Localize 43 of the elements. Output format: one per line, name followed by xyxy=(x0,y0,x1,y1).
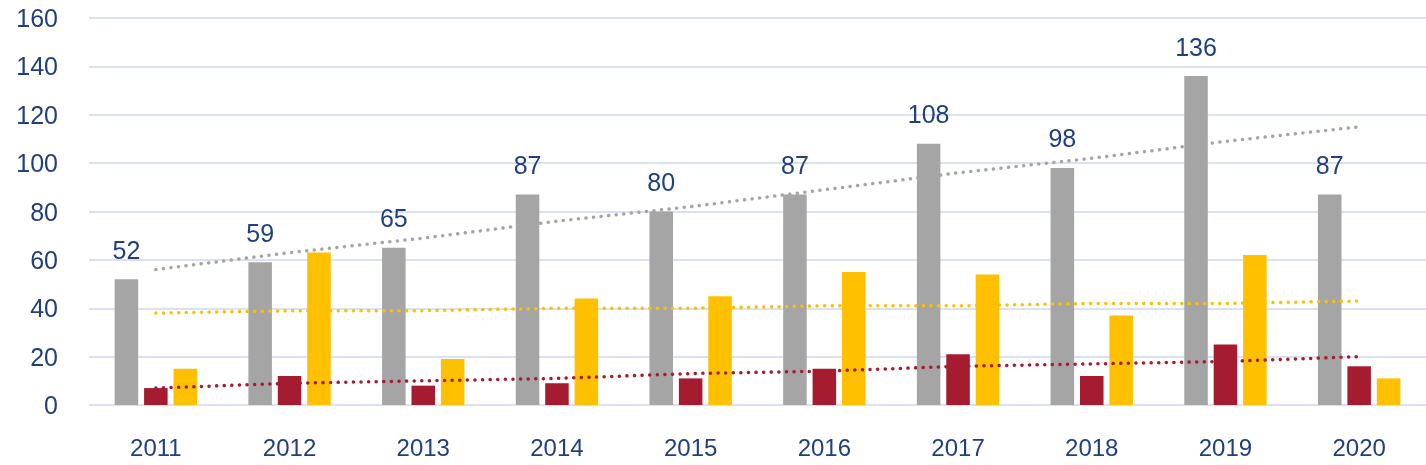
x-tick-label: 2017 xyxy=(931,433,985,461)
data-label: 87 xyxy=(513,151,542,180)
data-label: 80 xyxy=(647,168,676,196)
x-tick-label: 2011 xyxy=(130,433,182,461)
y-tick-label: 40 xyxy=(30,294,58,323)
bar xyxy=(114,279,139,405)
y-tick-label: 140 xyxy=(16,52,58,81)
bar xyxy=(678,378,703,405)
data-label: 98 xyxy=(1048,124,1077,153)
bar xyxy=(1347,366,1371,405)
y-tick-label: 120 xyxy=(16,100,58,129)
y-tick-label: 100 xyxy=(16,149,58,178)
x-tick-label: 2018 xyxy=(1065,433,1119,461)
x-tick-label: 2014 xyxy=(530,433,584,461)
x-tick-label: 2019 xyxy=(1198,433,1253,461)
bar xyxy=(1109,315,1133,405)
data-label: 87 xyxy=(1315,151,1344,180)
y-tick-label: 20 xyxy=(30,342,58,371)
y-tick-label: 160 xyxy=(16,4,58,32)
y-tick-label: 0 xyxy=(44,391,58,419)
y-tick-label: 80 xyxy=(30,197,58,226)
bar xyxy=(1376,378,1401,405)
data-label: 59 xyxy=(246,218,275,247)
y-tick-label: 60 xyxy=(30,245,58,274)
data-label: 87 xyxy=(781,151,809,180)
bar xyxy=(411,385,436,405)
bar xyxy=(1079,375,1104,405)
bar xyxy=(440,359,465,405)
data-label: 52 xyxy=(112,235,141,264)
data-label: 108 xyxy=(907,100,950,129)
x-tick-label: 2013 xyxy=(396,433,450,461)
x-tick-label: 2012 xyxy=(262,433,317,461)
bar xyxy=(173,368,198,405)
bar xyxy=(248,262,272,405)
bar xyxy=(1317,194,1342,405)
x-tick-label: 2015 xyxy=(663,433,718,461)
x-tick-label: 2016 xyxy=(797,433,852,461)
bar xyxy=(545,383,569,405)
data-label: 65 xyxy=(379,204,408,233)
bar xyxy=(1050,167,1075,405)
bar xyxy=(382,247,406,405)
x-tick-label: 2020 xyxy=(1332,433,1386,461)
data-label: 136 xyxy=(1175,32,1217,61)
